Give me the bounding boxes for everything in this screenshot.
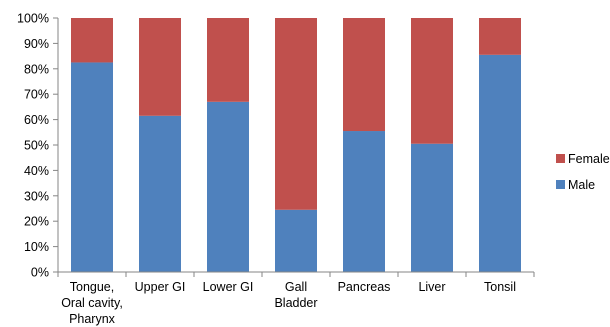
x-category-label: Tonsil <box>484 280 516 294</box>
x-category-label-line: Upper GI <box>135 280 186 294</box>
y-tick-label: 100% <box>17 12 49 26</box>
x-category-label: Pancreas <box>338 280 391 294</box>
y-tick-label: 90% <box>24 37 49 51</box>
x-category-label: Upper GI <box>135 280 186 294</box>
y-axis: 0% 10% 20% 30% 40% 50% 60% 70% 80% 90% 100% <box>17 12 59 280</box>
y-tick-label: 10% <box>24 240 49 254</box>
bar-male-0 <box>71 62 113 273</box>
x-category-label-line: Liver <box>418 280 445 294</box>
y-tick-label: 40% <box>24 164 49 178</box>
x-category-label-line: Oral cavity, <box>61 296 123 310</box>
bar-male-1 <box>139 115 181 272</box>
legend-label-female: Female <box>568 152 610 166</box>
x-category-label: Tongue, Oral cavity, Pharynx <box>61 280 123 326</box>
bar-female-5 <box>411 18 453 144</box>
legend-swatch-female <box>556 154 565 163</box>
y-tick-label: 70% <box>24 88 49 102</box>
x-category-label-line: Lower GI <box>203 280 254 294</box>
bar-female-3 <box>275 18 317 210</box>
bar-female-0 <box>71 18 113 63</box>
y-tick-label: 30% <box>24 189 49 203</box>
x-category-label-line: Pharynx <box>69 312 116 326</box>
bars <box>71 18 521 273</box>
x-category-label: Gall Bladder <box>274 280 317 310</box>
bar-female-2 <box>207 18 249 102</box>
y-tick-label: 20% <box>24 215 49 229</box>
y-tick-label: 0% <box>31 266 49 280</box>
bar-female-1 <box>139 18 181 116</box>
bar-male-5 <box>411 143 453 272</box>
y-tick-label: 50% <box>24 139 49 153</box>
x-category-label-line: Pancreas <box>338 280 391 294</box>
x-category-label-line: Tongue, <box>70 280 114 294</box>
y-tick-label: 60% <box>24 113 49 127</box>
x-category-label-line: Tonsil <box>484 280 516 294</box>
bar-female-4 <box>343 18 385 132</box>
legend-label-male: Male <box>568 178 595 192</box>
x-category-label-line: Bladder <box>274 296 317 310</box>
bar-male-3 <box>275 209 317 272</box>
bar-female-6 <box>479 18 521 55</box>
x-category-label: Liver <box>418 280 445 294</box>
y-tick-label: 80% <box>24 62 49 76</box>
x-axis: Tongue, Oral cavity, Pharynx Upper GI Lower … <box>57 271 535 326</box>
bar-male-4 <box>343 131 385 272</box>
legend: Female Male <box>556 152 610 192</box>
bar-male-6 <box>479 54 521 272</box>
legend-swatch-male <box>556 180 565 189</box>
bar-male-2 <box>207 101 249 272</box>
x-category-label-line: Gall <box>285 280 307 294</box>
x-category-label: Lower GI <box>203 280 254 294</box>
